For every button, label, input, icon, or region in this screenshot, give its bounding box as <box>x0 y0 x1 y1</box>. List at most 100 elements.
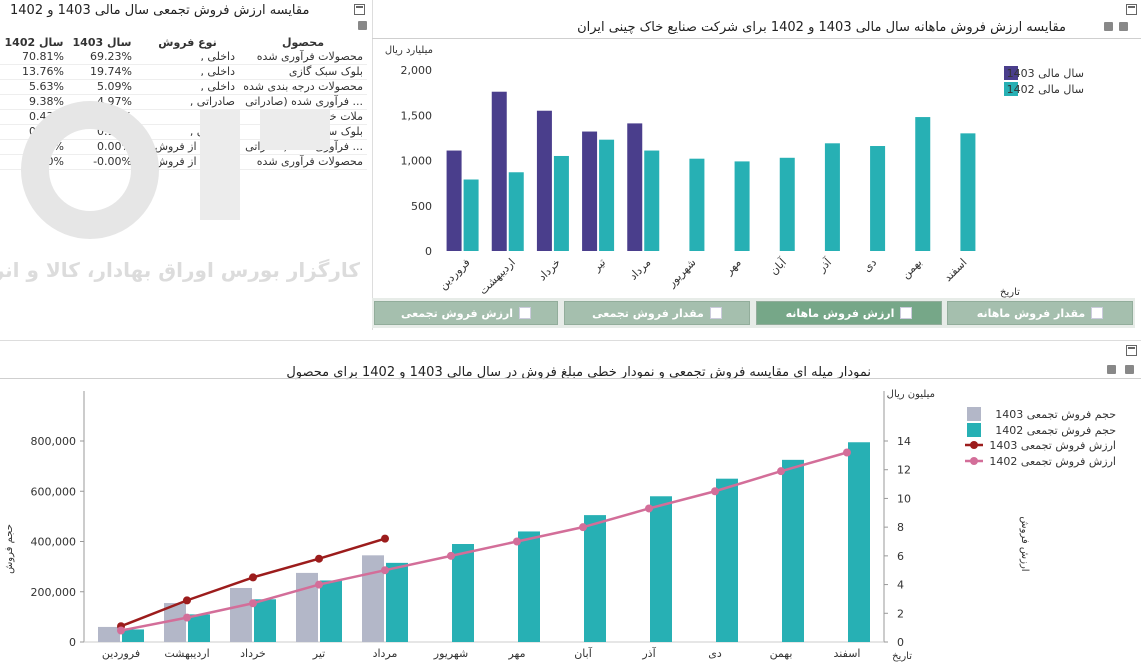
bar-1402 <box>689 158 705 251</box>
legend-swatch <box>967 407 981 421</box>
cell-product: محصولات درجه بندی شده <box>239 79 367 95</box>
bar-1402 <box>824 143 840 251</box>
table-row[interactable]: محصولات درجه بندی شده داخلی , 5.09% 5.63% <box>0 79 367 95</box>
col-header-type[interactable]: نوع فروش <box>158 36 217 49</box>
y-right-unit-label: میلیون ریال <box>887 389 935 400</box>
maximize-icon[interactable] <box>354 4 365 15</box>
bar-1402 <box>122 629 144 642</box>
print-icon[interactable] <box>1118 22 1129 33</box>
y-right-axis-label: ارزش فروش <box>1019 516 1030 571</box>
divider <box>0 378 1141 379</box>
legend-label: سال مالی 1403 <box>1007 67 1084 80</box>
export-icon[interactable] <box>1106 365 1117 376</box>
cell-y1402: 9.38% <box>0 94 68 110</box>
export-icon[interactable] <box>357 21 368 32</box>
cell-y1403: -0.00% <box>68 154 136 170</box>
legend-swatch <box>1004 82 1018 96</box>
x-tick-label: فروردین <box>102 647 140 660</box>
y-right-tick-label: 6 <box>897 550 904 563</box>
bar-1402 <box>320 580 342 642</box>
col-header-1402[interactable]: سال 1402 <box>4 36 64 49</box>
x-tick-label: اردیبهشت <box>477 256 518 297</box>
legend-label: ارزش فروش تجمعی 1402 <box>989 455 1116 468</box>
table-panel-title: مقایسه ارزش فروش تجمعی سال مالی 1403 و 1… <box>10 3 310 18</box>
y-tick-label: 1,500 <box>401 109 433 122</box>
monthly-bar-chart: میلیارد ریال 0 500 1,000 1,500 2,000 فروردین ار… <box>385 45 1084 298</box>
maximize-icon[interactable] <box>1126 4 1137 15</box>
bar-1402 <box>518 531 540 642</box>
y-left-tick-label: 400,000 <box>31 536 77 549</box>
y-right-tick-label: 0 <box>897 636 904 649</box>
x-tick-label: مهر <box>722 256 744 278</box>
bar-1402 <box>188 614 210 642</box>
col-header-product[interactable]: محصول <box>281 36 325 49</box>
cell-type: داخلی , <box>136 64 239 80</box>
x-tick-label: مرداد <box>373 647 398 660</box>
line-point <box>381 534 389 543</box>
line-point <box>315 580 323 589</box>
cumulative-panel: نمودار میله ای مقایسه فروش تجمعی و نمودا… <box>0 340 1141 664</box>
x-tick-label: اردیبهشت <box>164 647 209 660</box>
cell-type: داخلی , <box>136 50 239 65</box>
bar-1402 <box>848 442 870 642</box>
x-tick-label: بهمن <box>770 647 793 660</box>
table-row[interactable]: بلوک سبک گازی داخلی , 19.74% 13.76% <box>0 64 367 80</box>
print-icon[interactable] <box>1124 365 1135 376</box>
bar-1403 <box>491 91 507 251</box>
watermark-caption: کارگزار بورس اوراق بهادار، کالا و انرژی <box>0 258 360 282</box>
y-right-tick-label: 8 <box>897 521 904 534</box>
cell-product: محصولات فرآوری شده <box>239 154 367 170</box>
y-right-tick-label: 2 <box>897 607 904 620</box>
divider <box>372 38 1141 39</box>
line-point <box>249 573 257 582</box>
bar-1402 <box>960 133 976 251</box>
tab-label: ارزش فروش تجمعی <box>400 306 514 320</box>
watermark-logo: کارگزار بورس اوراق بهادار، کالا و انرژی <box>8 101 372 286</box>
maximize-icon[interactable] <box>1126 345 1137 356</box>
tab-monthly-value[interactable]: ارزش فروش ماهانه <box>756 301 942 325</box>
legend-marker <box>970 457 978 465</box>
x-tick-label: آبان <box>574 646 592 660</box>
cell-y1402: 5.63% <box>0 79 68 95</box>
bar-1403 <box>230 587 252 642</box>
bar-1402 <box>553 155 569 251</box>
cell-type: صادراتی , <box>136 94 239 110</box>
bar-1402 <box>650 496 672 642</box>
y-axis-label: میلیارد ریال <box>385 45 433 56</box>
bar-1402 <box>779 157 795 251</box>
bar-1403 <box>627 123 643 251</box>
tab-cumulative-value[interactable]: ارزش فروش تجمعی <box>374 301 558 325</box>
x-tick-label: شهریور <box>433 647 468 660</box>
y-right-tick-label: 12 <box>897 464 911 477</box>
tab-monthly-quantity[interactable]: مقدار فروش ماهانه <box>947 301 1133 325</box>
export-icon[interactable] <box>1103 22 1114 33</box>
bar-1403 <box>446 150 462 251</box>
chart-tabs: ارزش فروش تجمعی مقدار فروش تجمعی ارزش فر… <box>372 298 1135 328</box>
watermark: کارگزار بورس اوراق بهادار، کالا و انرژی <box>0 70 372 286</box>
bar-1402 <box>870 146 886 251</box>
x-tick-label: اسفند <box>941 256 969 284</box>
line-point <box>645 504 653 513</box>
table-row[interactable]: محصولات فرآوری شده داخلی , 69.23% 70.81% <box>0 50 367 65</box>
x-tick-label: مرداد <box>627 256 654 283</box>
y-tick-label: 2,000 <box>401 64 433 77</box>
bar-1403 <box>98 626 120 642</box>
bar-1402 <box>254 599 276 642</box>
tab-cumulative-quantity[interactable]: مقدار فروش تجمعی <box>564 301 750 325</box>
tab-label: مقدار فروش تجمعی <box>592 306 704 320</box>
y-right-tick-label: 10 <box>897 492 911 505</box>
line-point <box>579 523 587 532</box>
x-tick-label: تیر <box>312 647 325 660</box>
cell-y1403: 19.74% <box>68 64 136 80</box>
line-point <box>777 467 785 476</box>
y-right-tick-label: 14 <box>897 435 911 448</box>
line-chart-icon <box>709 307 722 319</box>
bar-1402 <box>386 562 408 642</box>
col-header-1403[interactable]: سال 1403 <box>72 36 132 49</box>
bar-1402 <box>782 459 804 642</box>
x-tick-label: تیر <box>589 256 608 275</box>
y-tick-label: 0 <box>425 245 432 258</box>
x-tick-label: دی <box>860 256 879 275</box>
legend-swatch <box>967 423 981 437</box>
y-left-axis-label: حجم فروش <box>4 524 15 574</box>
